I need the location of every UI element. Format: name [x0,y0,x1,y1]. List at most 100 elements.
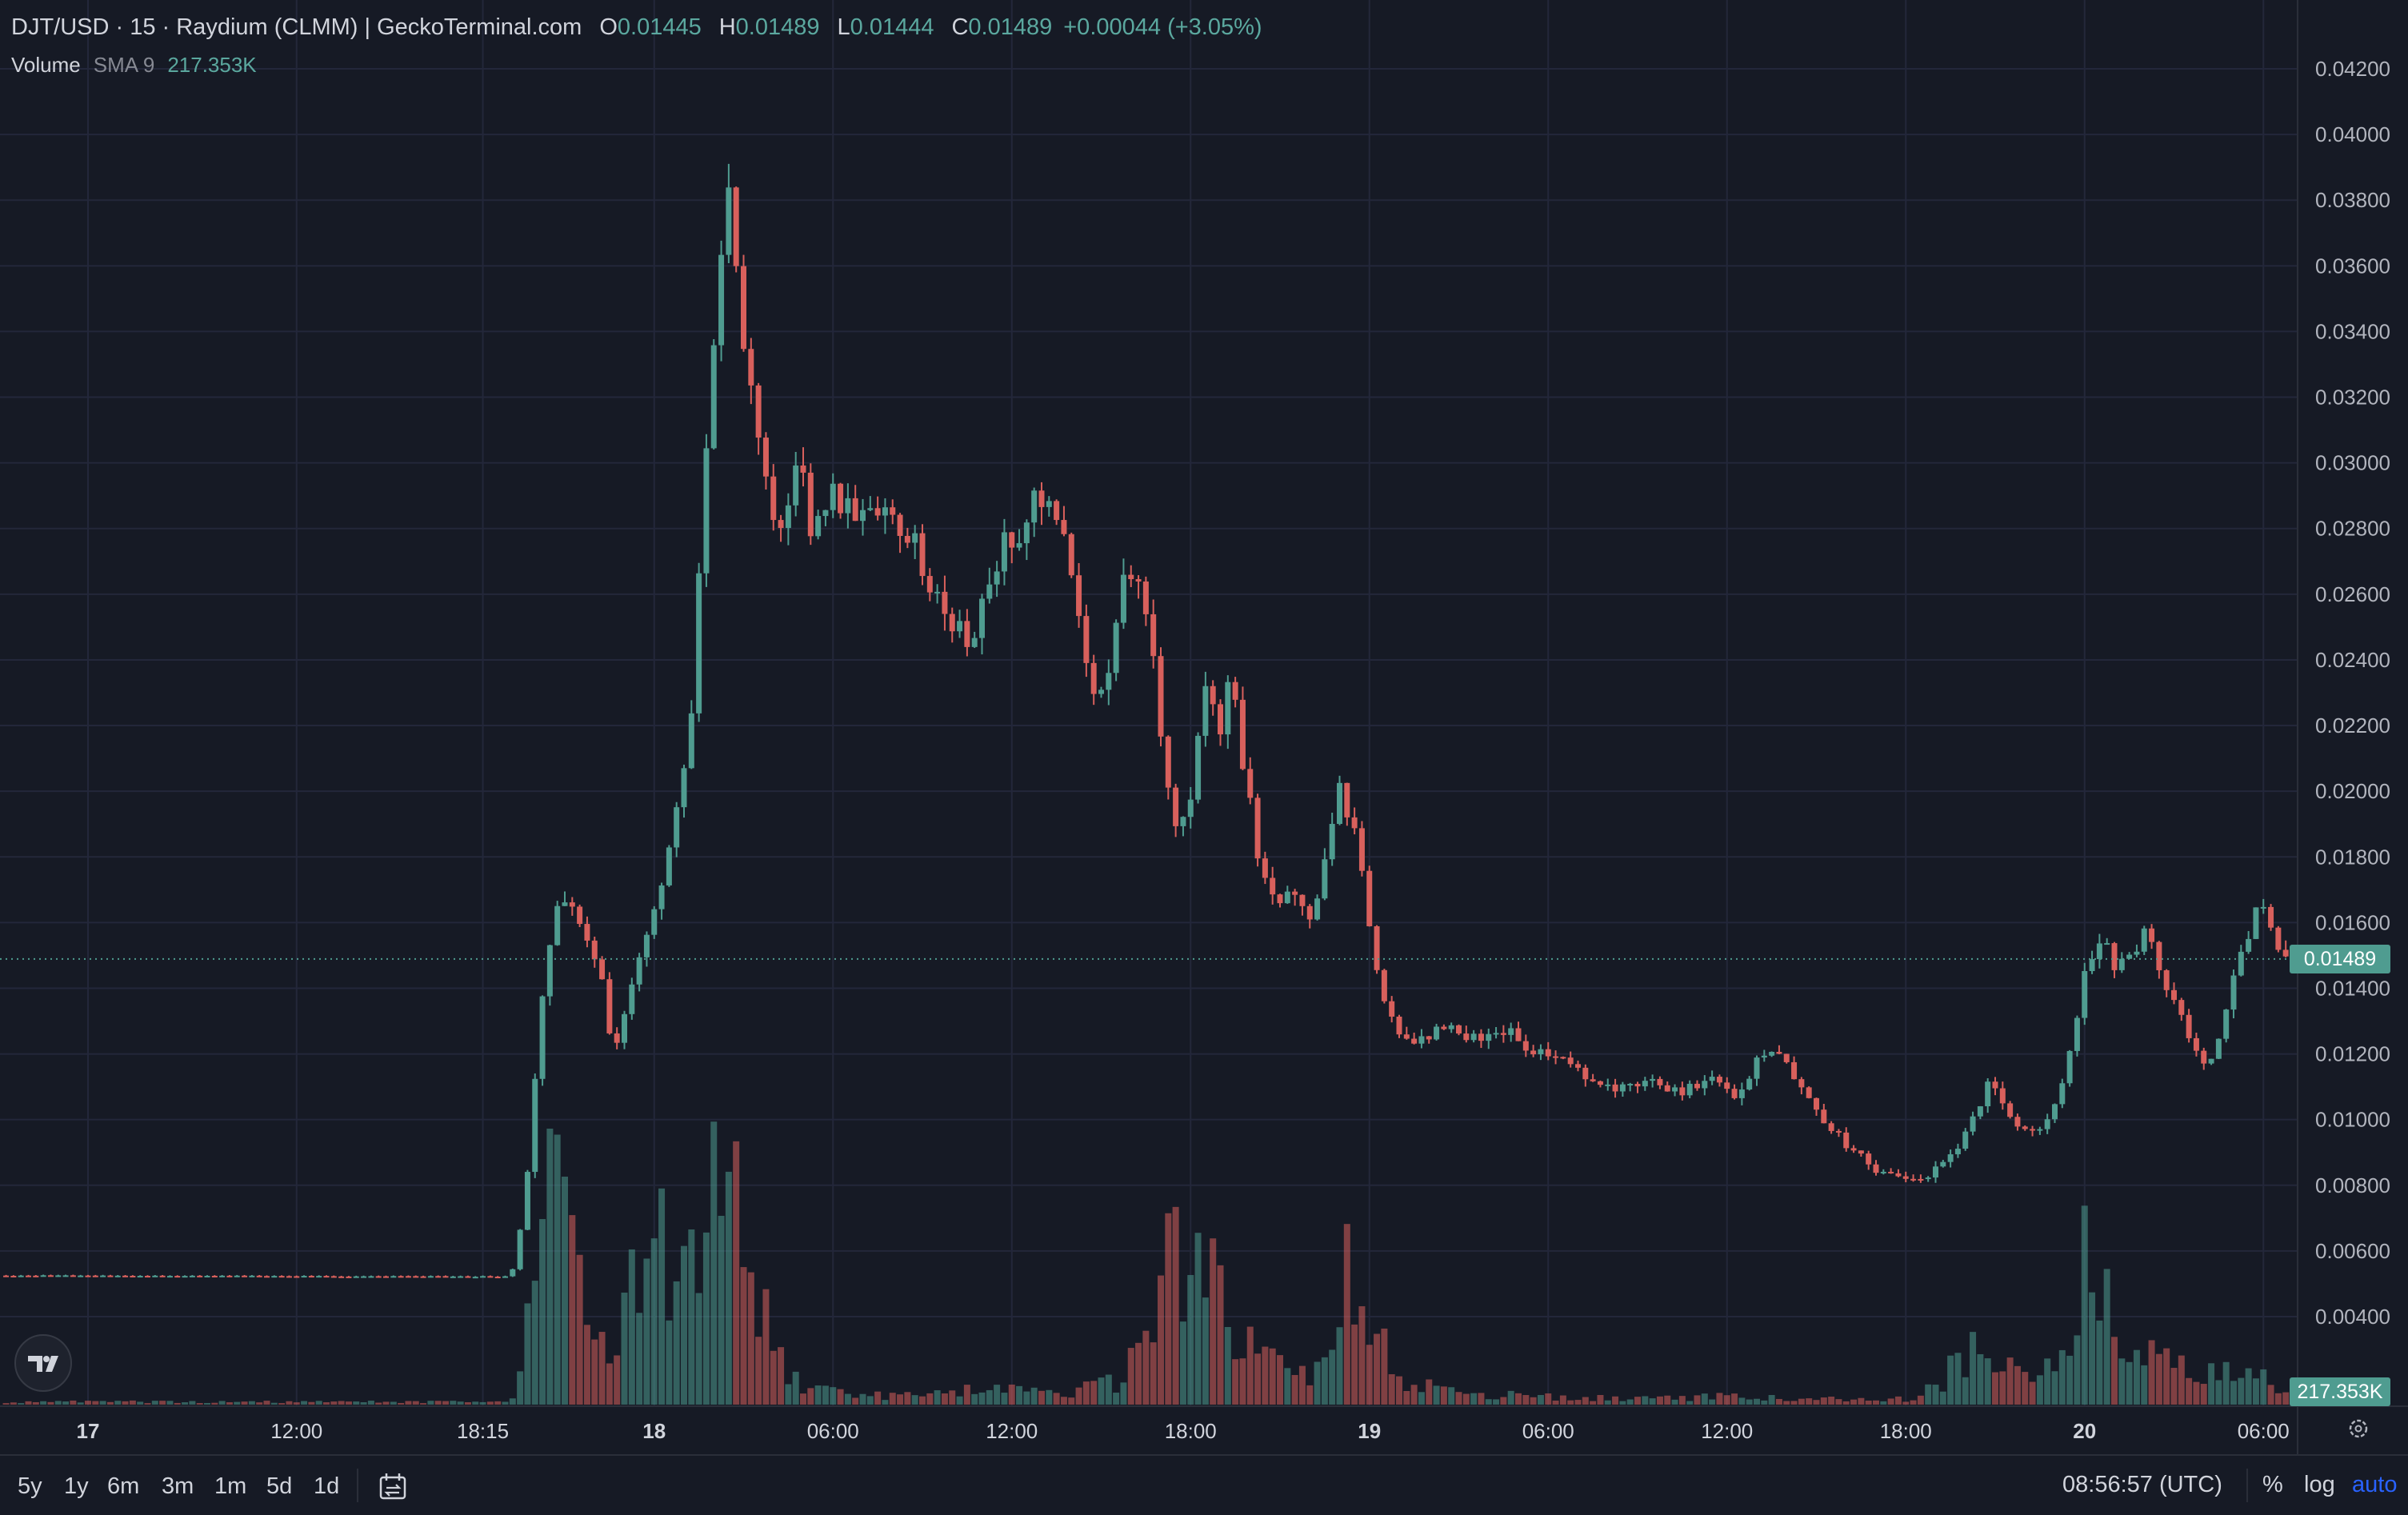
volume-bar [137,1401,144,1405]
price-chart[interactable]: 0.04200 0.04000 0.03800 0.03600 0.03400 0.032… [0,0,2408,1454]
volume-bar [32,1401,39,1405]
volume-bar [1522,1395,1530,1405]
candle-body [1538,1049,1544,1055]
candle-body [197,1275,203,1277]
volume-bar [1239,1358,1246,1405]
volume-bar [398,1402,405,1405]
volume-bar [636,1313,643,1405]
volume-bar [1217,1265,1224,1405]
candle-body [1083,616,1090,663]
auto-toggle[interactable]: auto [2352,1472,2398,1497]
volume-bar [702,1232,710,1405]
volume-bar [479,1401,486,1405]
percent-toggle[interactable]: % [2262,1472,2283,1497]
volume-bar [234,1401,241,1405]
candle-body [1239,699,1246,769]
timeframe-5y[interactable]: 5y [18,1473,42,1499]
candle-body [2223,1009,2230,1039]
ohlc-open: O0.01445 [599,14,702,40]
candle-body [569,902,575,907]
volume-bar [106,1401,114,1405]
candle-body [1530,1050,1537,1055]
volume-bar [2051,1371,2058,1405]
volume-bar [725,1171,732,1405]
volume-bar [1642,1396,1649,1405]
timeframe-6m[interactable]: 6m [107,1473,140,1499]
y-tick-label: 0.01200 [2315,1042,2390,1066]
candle-body [890,507,896,515]
y-tick-label: 0.02400 [2315,648,2390,672]
volume-bar [1932,1385,1939,1405]
timeframe-1d[interactable]: 1d [314,1473,340,1499]
volume-bar [151,1401,158,1405]
volume-bar [1962,1377,1969,1405]
candle-body [562,902,568,906]
volume-bar [1374,1333,1381,1405]
volume-bar [1038,1390,1045,1405]
volume-bar [54,1401,62,1405]
volume-bar [1120,1382,1127,1405]
tradingview-logo-icon[interactable] [14,1334,72,1392]
candle-body [1866,1153,1872,1165]
candle-body [1173,787,1179,826]
candle-body [1202,686,1209,736]
timeframe-1y[interactable]: 1y [64,1473,89,1499]
volume-bar [2282,1392,2290,1405]
candle-body [242,1275,248,1277]
volume-bar [1336,1327,1343,1405]
timeframe-5d[interactable]: 5d [266,1473,293,1499]
timeframe-1m[interactable]: 1m [214,1473,247,1499]
candle-body [1873,1164,1879,1173]
utc-clock[interactable]: 08:56:57 (UTC) [2062,1472,2222,1497]
volume-bar [1567,1400,1574,1405]
candle-body [152,1275,158,1277]
volume-bar [2230,1381,2237,1405]
candle-body [1493,1033,1499,1035]
settings-gear-icon[interactable] [2349,1419,2368,1438]
volume-bar [1902,1401,1910,1405]
volume-bar [1142,1330,1150,1405]
volume-bar [1723,1395,1730,1405]
volume-bar [330,1401,338,1405]
candle-body [1634,1084,1641,1087]
y-tick-label: 0.04200 [2315,57,2390,81]
volume-bar [2208,1363,2215,1405]
candle-body [1456,1025,1462,1034]
candle-body [308,1276,314,1278]
volume-bar [1701,1393,1708,1405]
candle-body [1165,736,1171,788]
volume-bar [256,1402,263,1405]
log-toggle[interactable]: log [2304,1472,2335,1497]
candle-body [733,187,739,266]
volume-bar [62,1401,70,1405]
candle-body [934,591,941,594]
candle-body [867,508,874,510]
candle-body [2260,906,2266,909]
volume-bar [1865,1400,1872,1405]
candle-body [413,1276,419,1278]
candle-body [1954,1149,1961,1155]
candle-body [852,498,858,522]
candle-body [450,1276,456,1278]
candle-body [1389,1001,1395,1017]
candle-body [1135,579,1142,582]
y-tick-label: 0.02000 [2315,779,2390,803]
volume-bar [1284,1368,1291,1405]
volume-bar [2089,1292,2096,1405]
volume-bar [1202,1297,1209,1405]
volume-bar [345,1401,352,1405]
timeframe-3m[interactable]: 3m [162,1473,194,1499]
x-tick-label: 12:00 [270,1419,322,1443]
volume-bar [1448,1387,1455,1405]
volume-bar [778,1347,785,1405]
candle-body [26,1275,31,1277]
volume-bar [852,1397,859,1405]
candle-body [145,1276,150,1278]
volume-bar [2111,1337,2118,1405]
compare-icon[interactable] [378,1470,410,1502]
volume-bar [2081,1205,2088,1405]
volume-bar [1329,1349,1336,1405]
candle-body [710,345,717,449]
ohlc-low: L0.01444 [837,14,934,40]
candle-body [1746,1078,1753,1090]
